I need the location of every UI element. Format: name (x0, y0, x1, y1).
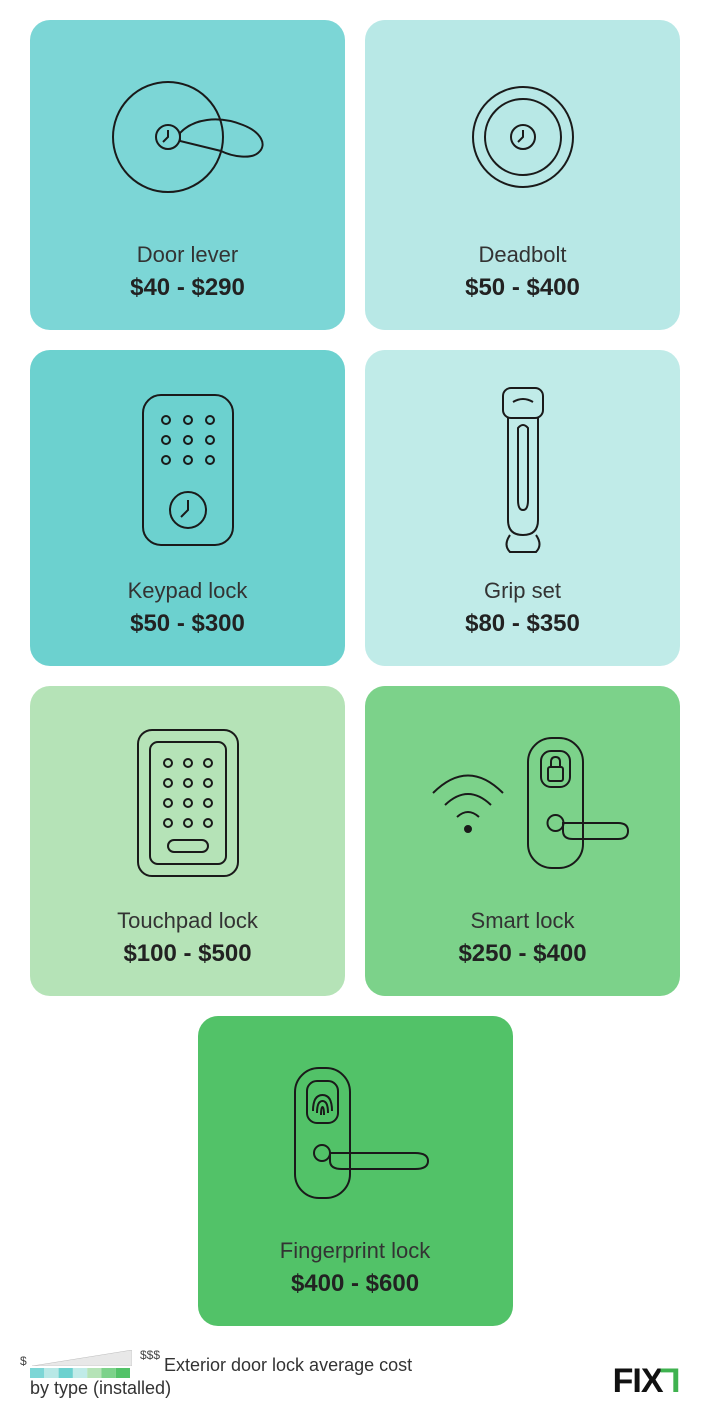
card-grip-set: Grip set $80 - $350 (365, 350, 680, 666)
grip-set-icon (385, 380, 660, 560)
card-price: $50 - $300 (130, 610, 245, 638)
card-label: Deadbolt (478, 242, 566, 268)
footer-caption-block: Exterior door lock average cost by type … (158, 1354, 412, 1401)
smart-lock-icon (385, 716, 660, 890)
card-price: $100 - $500 (123, 940, 251, 968)
deadbolt-icon (385, 50, 660, 224)
card-label: Touchpad lock (117, 908, 258, 934)
cost-triangle-icon (32, 1350, 132, 1366)
card-price: $250 - $400 (458, 940, 586, 968)
card-touchpad-lock: Touchpad lock $100 - $500 (30, 686, 345, 996)
card-label: Door lever (137, 242, 238, 268)
footer: Exterior door lock average cost by type … (30, 1350, 680, 1401)
card-label: Grip set (484, 578, 561, 604)
card-label: Keypad lock (128, 578, 248, 604)
last-row: Fingerprint lock $400 - $600 (30, 1016, 680, 1326)
card-price: $40 - $290 (130, 274, 245, 302)
card-keypad-lock: Keypad lock $50 - $300 (30, 350, 345, 666)
fixr-logo: FIXΓ (613, 1362, 680, 1401)
card-door-lever: Door lever $40 - $290 (30, 20, 345, 330)
brand-r-icon: Γ (661, 1362, 680, 1401)
card-deadbolt: Deadbolt $50 - $400 (365, 20, 680, 330)
keypad-lock-icon (50, 380, 325, 560)
card-price: $80 - $350 (465, 610, 580, 638)
card-smart-lock: Smart lock $250 - $400 (365, 686, 680, 996)
footer-left: Exterior door lock average cost by type … (30, 1350, 412, 1401)
fingerprint-lock-icon (218, 1046, 493, 1220)
brand-text: FIX (613, 1362, 663, 1401)
footer-caption: Exterior door lock average cost (164, 1354, 412, 1377)
card-label: Fingerprint lock (280, 1238, 430, 1264)
door-lever-icon (50, 50, 325, 224)
card-price: $400 - $600 (291, 1270, 419, 1298)
footer-caption: by type (installed) (30, 1377, 412, 1400)
card-fingerprint-lock: Fingerprint lock $400 - $600 (198, 1016, 513, 1326)
card-price: $50 - $400 (465, 274, 580, 302)
lock-cards-grid: Door lever $40 - $290 Deadbolt $50 - $40… (30, 20, 680, 996)
touchpad-lock-icon (50, 716, 325, 890)
card-label: Smart lock (471, 908, 575, 934)
